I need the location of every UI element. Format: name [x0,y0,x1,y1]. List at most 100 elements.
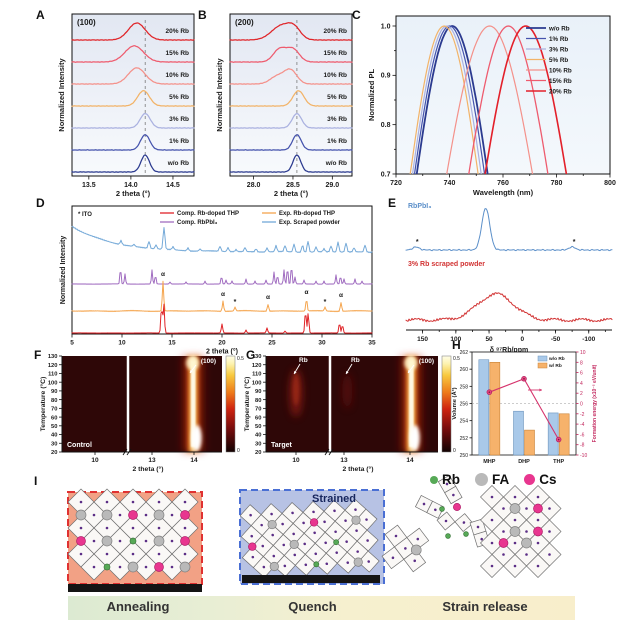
svg-text:100: 100 [252,380,262,386]
svg-text:14: 14 [190,457,198,464]
legend-label-rb: Rb [442,472,460,487]
svg-text:Wavelength (nm): Wavelength (nm) [473,188,534,197]
svg-text:20: 20 [255,450,261,456]
svg-text:10% Rb: 10% Rb [324,72,348,79]
svg-text:5% Rb: 5% Rb [549,57,568,64]
svg-text:α: α [339,292,343,299]
legend-label-fa: FA [492,472,510,487]
cs-ion-icon [524,474,536,485]
svg-text:20% Rb: 20% Rb [166,28,190,35]
svg-text:10: 10 [118,340,126,347]
svg-text:w/o Rb: w/o Rb [167,160,189,167]
panel-e-label: E [388,196,397,210]
stage-strain-release: Strain release [442,599,528,614]
panel-c-pl-chart: 720 740 760 780 800 0.7 0.8 0.9 1.0 Wavelength (n… [367,15,616,197]
svg-text:δ ⁸⁷Rb/ppm: δ ⁸⁷Rb/ppm [490,347,528,354]
svg-text:α: α [221,291,225,298]
svg-text:10% Rb: 10% Rb [166,72,190,79]
svg-text:13.5: 13.5 [82,182,96,189]
panel-a-label: A [36,8,45,22]
svg-text:8: 8 [580,360,583,366]
svg-text:Rb: Rb [299,357,308,364]
svg-text:Temperature (°C): Temperature (°C) [243,377,251,432]
svg-text:740: 740 [444,180,456,187]
svg-text:20: 20 [218,340,226,347]
svg-text:-10: -10 [580,453,587,459]
svg-text:90: 90 [255,389,261,395]
svg-text:254: 254 [460,419,469,425]
svg-text:258: 258 [460,384,469,390]
svg-text:10% Rb: 10% Rb [549,67,572,74]
legend-item-cs: Cs [524,472,557,487]
stage-quench: Quench [288,599,337,614]
svg-text:130: 130 [252,354,262,360]
svg-text:250: 250 [460,453,469,459]
svg-text:28.0: 28.0 [247,182,261,189]
panel-a-xrd-chart: 20% Rb 15% Rb 10% Rb 5% Rb 3% Rb 1% Rb w/o Rb 1… [57,13,195,198]
svg-text:0.9: 0.9 [381,73,391,80]
svg-text:13: 13 [148,457,156,464]
svg-text:-6: -6 [580,432,585,438]
svg-text:40: 40 [255,433,261,439]
svg-text:(100): (100) [419,358,434,365]
svg-text:α: α [161,271,165,278]
svg-text:2 theta (°): 2 theta (°) [342,465,373,473]
svg-text:0.7: 0.7 [381,171,391,178]
svg-text:*: * [573,239,576,246]
svg-text:Temperature (°C): Temperature (°C) [39,377,47,432]
svg-text:w/o Rb: w/o Rb [548,356,565,362]
svg-text:0.5: 0.5 [237,356,244,362]
panel-b-xrd-chart: 20% Rb 15% Rb 10% Rb 5% Rb 3% Rb 1% Rb w/o Rb 2… [215,13,353,198]
svg-text:*: * [234,299,237,306]
svg-text:Exp. Rb-doped THP: Exp. Rb-doped THP [279,211,335,217]
svg-text:35: 35 [368,340,376,347]
svg-text:w/ Rb: w/ Rb [548,363,562,369]
rb-ion-icon [430,475,438,484]
svg-text:50: 50 [255,424,261,430]
schematic-legend: Rb FA Cs [430,472,557,487]
svg-text:Control: Control [67,442,92,449]
svg-text:90: 90 [51,389,57,395]
svg-text:20% Rb: 20% Rb [324,28,348,35]
panel-h-label: H [452,338,461,352]
legend-item-fa: FA [475,472,509,487]
svg-text:2 theta (°): 2 theta (°) [132,465,163,473]
stage-annealing: Annealing [106,599,170,614]
strained-label: Strained [312,493,357,505]
svg-text:Volume (Å³): Volume (Å³) [451,387,458,419]
svg-text:15: 15 [168,340,176,347]
svg-text:w/o Rb: w/o Rb [548,25,570,32]
svg-text:Comp. Rb-doped THP: Comp. Rb-doped THP [177,211,239,217]
panel-b-label: B [198,8,207,22]
svg-text:0: 0 [580,402,583,408]
svg-text:70: 70 [51,407,57,413]
svg-text:50: 50 [485,336,493,343]
svg-text:3% Rb: 3% Rb [549,46,568,53]
svg-text:29.0: 29.0 [326,182,340,189]
svg-text:6: 6 [580,371,583,377]
svg-text:10: 10 [580,350,586,356]
svg-text:α: α [266,294,270,301]
svg-text:-50: -50 [551,336,561,343]
svg-text:40: 40 [51,433,57,439]
legend-label-cs: Cs [539,472,557,487]
panel-i-label: I [34,474,38,488]
svg-text:15% Rb: 15% Rb [549,78,572,85]
svg-text:780: 780 [551,180,563,187]
svg-text:-8: -8 [580,443,585,449]
svg-text:262: 262 [460,350,469,356]
svg-text:-2: -2 [580,412,585,418]
svg-text:15% Rb: 15% Rb [324,50,348,57]
svg-text:(200): (200) [235,18,254,27]
panel-g-label: G [246,348,256,362]
svg-text:0: 0 [453,448,456,454]
svg-text:20: 20 [51,450,57,456]
svg-text:800: 800 [604,180,616,187]
svg-text:Formation energy (x10⁻² eV/uni: Formation energy (x10⁻² eV/unit) [592,364,598,442]
svg-text:Exp. Scraped powder: Exp. Scraped powder [279,220,341,226]
svg-text:252: 252 [460,436,469,442]
svg-text:RbPbI₃: RbPbI₃ [408,203,431,210]
svg-text:1% Rb: 1% Rb [169,138,189,145]
svg-text:10: 10 [91,457,99,464]
